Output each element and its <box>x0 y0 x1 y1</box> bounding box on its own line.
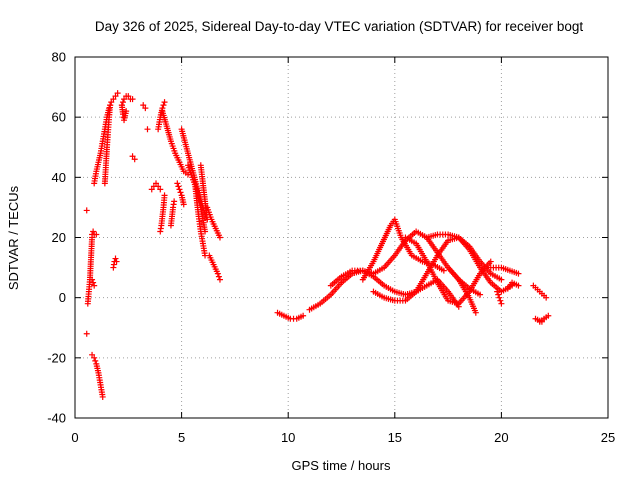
data-point <box>494 288 501 295</box>
data-point <box>477 291 484 298</box>
data-point <box>496 294 503 301</box>
data-point <box>121 96 128 103</box>
data-point <box>161 192 168 199</box>
data-point <box>107 102 114 109</box>
data-point <box>497 297 504 304</box>
data-point <box>214 270 221 277</box>
x-axis-label: GPS time / hours <box>292 458 391 473</box>
data-point <box>495 291 502 298</box>
data-point <box>171 198 178 205</box>
data-point <box>174 180 181 187</box>
data-point <box>161 99 168 106</box>
data-point <box>176 186 183 193</box>
x-tick-label: 25 <box>601 430 615 445</box>
y-tick-label: 80 <box>52 50 66 65</box>
data-point <box>129 96 136 103</box>
data-point <box>91 282 98 289</box>
y-tick-label: 20 <box>52 230 66 245</box>
data-point <box>180 201 187 208</box>
y-tick-label: 40 <box>52 170 66 185</box>
y-tick-label: 0 <box>59 290 66 305</box>
x-tick-label: 10 <box>281 430 295 445</box>
data-point <box>157 186 164 193</box>
y-tick-label: 60 <box>52 110 66 125</box>
data-point <box>543 294 550 301</box>
data-point <box>89 351 96 358</box>
data-point <box>129 153 136 160</box>
data-point <box>83 207 90 214</box>
x-tick-label: 15 <box>388 430 402 445</box>
data-point <box>119 99 126 106</box>
x-tick-label: 0 <box>71 430 78 445</box>
data-point <box>93 231 100 238</box>
data-point <box>90 279 97 286</box>
data-point <box>89 276 96 283</box>
data-point <box>472 309 479 316</box>
data-point <box>144 126 151 133</box>
data-point <box>140 102 147 109</box>
data-point <box>545 312 552 319</box>
data-point <box>99 393 106 400</box>
axis-ticks: 0 5 10 15 20 25 -40 -20 0 20 40 60 80 <box>47 50 615 446</box>
data-points <box>83 90 552 400</box>
data-point <box>498 276 505 283</box>
x-tick-label: 20 <box>494 430 508 445</box>
grid-lines <box>75 57 608 418</box>
plot-frame <box>74 56 609 419</box>
data-point <box>498 300 505 307</box>
data-point <box>112 93 119 100</box>
data-point <box>515 270 522 277</box>
x-tick-label: 5 <box>178 430 185 445</box>
data-point <box>487 258 494 265</box>
data-point <box>177 189 184 196</box>
data-point <box>440 267 447 274</box>
y-tick-label: -20 <box>47 350 66 365</box>
data-point <box>83 330 90 337</box>
data-point <box>92 357 99 364</box>
chart-title: Day 326 of 2025, Sidereal Day-to-day VTE… <box>95 19 583 34</box>
data-point <box>142 105 149 112</box>
data-point <box>108 99 115 106</box>
data-point <box>110 96 117 103</box>
data-point <box>123 108 130 115</box>
data-point <box>131 156 138 163</box>
data-point <box>153 180 160 187</box>
data-point <box>538 318 545 325</box>
data-point <box>515 282 522 289</box>
data-point <box>215 273 222 280</box>
data-point <box>113 258 120 265</box>
data-point <box>91 354 98 361</box>
data-point <box>125 93 132 100</box>
data-point <box>216 234 223 241</box>
data-point <box>148 186 155 193</box>
data-point <box>114 90 121 97</box>
data-point <box>160 102 167 109</box>
y-axis-label: SDTVAR / TECUs <box>6 185 21 290</box>
data-point <box>112 255 119 262</box>
y-tick-label: -40 <box>47 411 66 426</box>
data-point <box>300 312 307 319</box>
data-point <box>155 183 162 190</box>
data-point <box>216 276 223 283</box>
data-point <box>175 183 182 190</box>
data-point <box>90 228 97 235</box>
